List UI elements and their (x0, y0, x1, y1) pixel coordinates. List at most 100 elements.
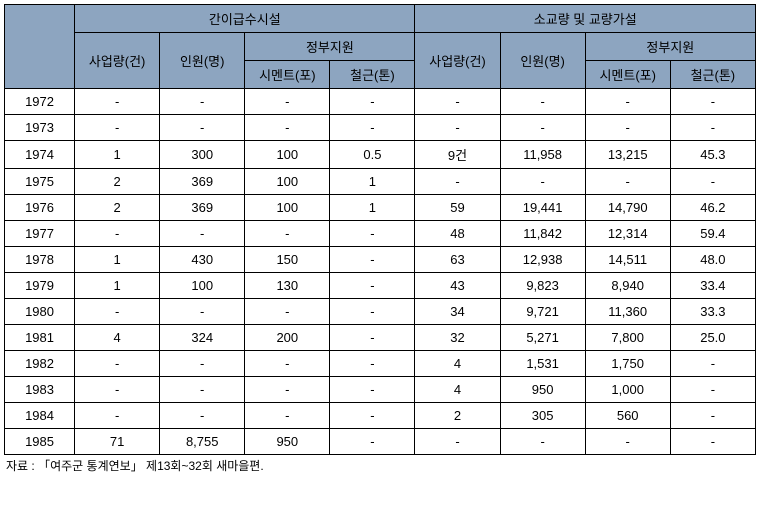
table-row: 19791100130-439,8238,94033.4 (5, 273, 756, 299)
data-cell: - (75, 115, 160, 141)
data-cell: - (585, 429, 670, 455)
data-cell: - (75, 351, 160, 377)
data-cell: - (160, 115, 245, 141)
data-cell: 43 (415, 273, 500, 299)
data-cell: 305 (500, 403, 585, 429)
data-cell: 2 (75, 169, 160, 195)
data-cell: - (415, 115, 500, 141)
data-cell: - (330, 221, 415, 247)
data-cell: 100 (245, 195, 330, 221)
data-cell: 9,721 (500, 299, 585, 325)
data-cell: - (415, 169, 500, 195)
data-cell: - (75, 221, 160, 247)
data-cell: - (330, 115, 415, 141)
table-row: 1983----49501,000- (5, 377, 756, 403)
table-row: 1980----349,72111,36033.3 (5, 299, 756, 325)
data-cell: - (670, 351, 755, 377)
data-cell: 48 (415, 221, 500, 247)
year-cell: 1972 (5, 89, 75, 115)
table-row: 1973-------- (5, 115, 756, 141)
data-cell: 9,823 (500, 273, 585, 299)
data-cell: 950 (245, 429, 330, 455)
data-cell: - (245, 377, 330, 403)
data-cell: 369 (160, 195, 245, 221)
data-cell: - (670, 377, 755, 403)
data-cell: - (670, 403, 755, 429)
data-cell: 1,531 (500, 351, 585, 377)
data-cell: 48.0 (670, 247, 755, 273)
data-cell: - (160, 299, 245, 325)
data-cell: 11,958 (500, 141, 585, 169)
data-cell: - (75, 89, 160, 115)
col-gov-1: 정부지원 (245, 33, 415, 61)
table-row: 197413001000.59건11,95813,21545.3 (5, 141, 756, 169)
data-cell: - (500, 429, 585, 455)
table-row: 1976236910015919,44114,79046.2 (5, 195, 756, 221)
year-cell: 1982 (5, 351, 75, 377)
year-cell: 1985 (5, 429, 75, 455)
year-cell: 1974 (5, 141, 75, 169)
col-person-2: 인원(명) (500, 33, 585, 89)
data-cell: 33.3 (670, 299, 755, 325)
data-cell: - (330, 351, 415, 377)
data-cell: - (245, 403, 330, 429)
data-cell: 4 (415, 351, 500, 377)
data-cell: 7,800 (585, 325, 670, 351)
year-cell: 1984 (5, 403, 75, 429)
col-rebar-2: 철근(톤) (670, 61, 755, 89)
data-cell: 369 (160, 169, 245, 195)
data-cell: - (160, 89, 245, 115)
data-cell: 4 (415, 377, 500, 403)
data-cell: - (245, 115, 330, 141)
data-cell: 300 (160, 141, 245, 169)
table-row: 197523691001---- (5, 169, 756, 195)
data-cell: - (670, 89, 755, 115)
data-cell: 46.2 (670, 195, 755, 221)
col-cement-1: 시멘트(포) (245, 61, 330, 89)
data-cell: 1 (75, 273, 160, 299)
data-cell: 150 (245, 247, 330, 273)
data-cell: - (245, 351, 330, 377)
data-cell: 63 (415, 247, 500, 273)
data-cell: - (670, 169, 755, 195)
table-row: 1977----4811,84212,31459.4 (5, 221, 756, 247)
data-cell: - (330, 273, 415, 299)
group1-header: 간이급수시설 (75, 5, 415, 33)
data-cell: 950 (500, 377, 585, 403)
data-cell: - (330, 89, 415, 115)
statistics-table: 간이급수시설 소교량 및 교량가설 사업량(건) 인원(명) 정부지원 사업량(… (4, 4, 756, 455)
data-cell: 100 (160, 273, 245, 299)
year-cell: 1978 (5, 247, 75, 273)
table-body: 1972--------1973--------197413001000.59건… (5, 89, 756, 455)
data-cell: - (500, 169, 585, 195)
data-cell: 71 (75, 429, 160, 455)
data-cell: - (670, 429, 755, 455)
data-cell: - (330, 403, 415, 429)
table-row: 1972-------- (5, 89, 756, 115)
data-cell: - (330, 325, 415, 351)
table-row: 1984----2305560- (5, 403, 756, 429)
year-cell: 1976 (5, 195, 75, 221)
data-cell: 8,755 (160, 429, 245, 455)
data-cell: - (330, 429, 415, 455)
year-header (5, 5, 75, 89)
data-cell: 1,750 (585, 351, 670, 377)
data-cell: 45.3 (670, 141, 755, 169)
data-cell: 14,511 (585, 247, 670, 273)
year-cell: 1975 (5, 169, 75, 195)
data-cell: 25.0 (670, 325, 755, 351)
data-cell: - (670, 115, 755, 141)
data-cell: - (415, 89, 500, 115)
data-cell: - (160, 377, 245, 403)
table-header: 간이급수시설 소교량 및 교량가설 사업량(건) 인원(명) 정부지원 사업량(… (5, 5, 756, 89)
year-cell: 1980 (5, 299, 75, 325)
col-rebar-1: 철근(톤) (330, 61, 415, 89)
data-cell: 430 (160, 247, 245, 273)
data-cell: 33.4 (670, 273, 755, 299)
data-cell: - (330, 377, 415, 403)
data-cell: 2 (415, 403, 500, 429)
data-cell: 59.4 (670, 221, 755, 247)
year-cell: 1983 (5, 377, 75, 403)
data-cell: 1,000 (585, 377, 670, 403)
year-cell: 1979 (5, 273, 75, 299)
